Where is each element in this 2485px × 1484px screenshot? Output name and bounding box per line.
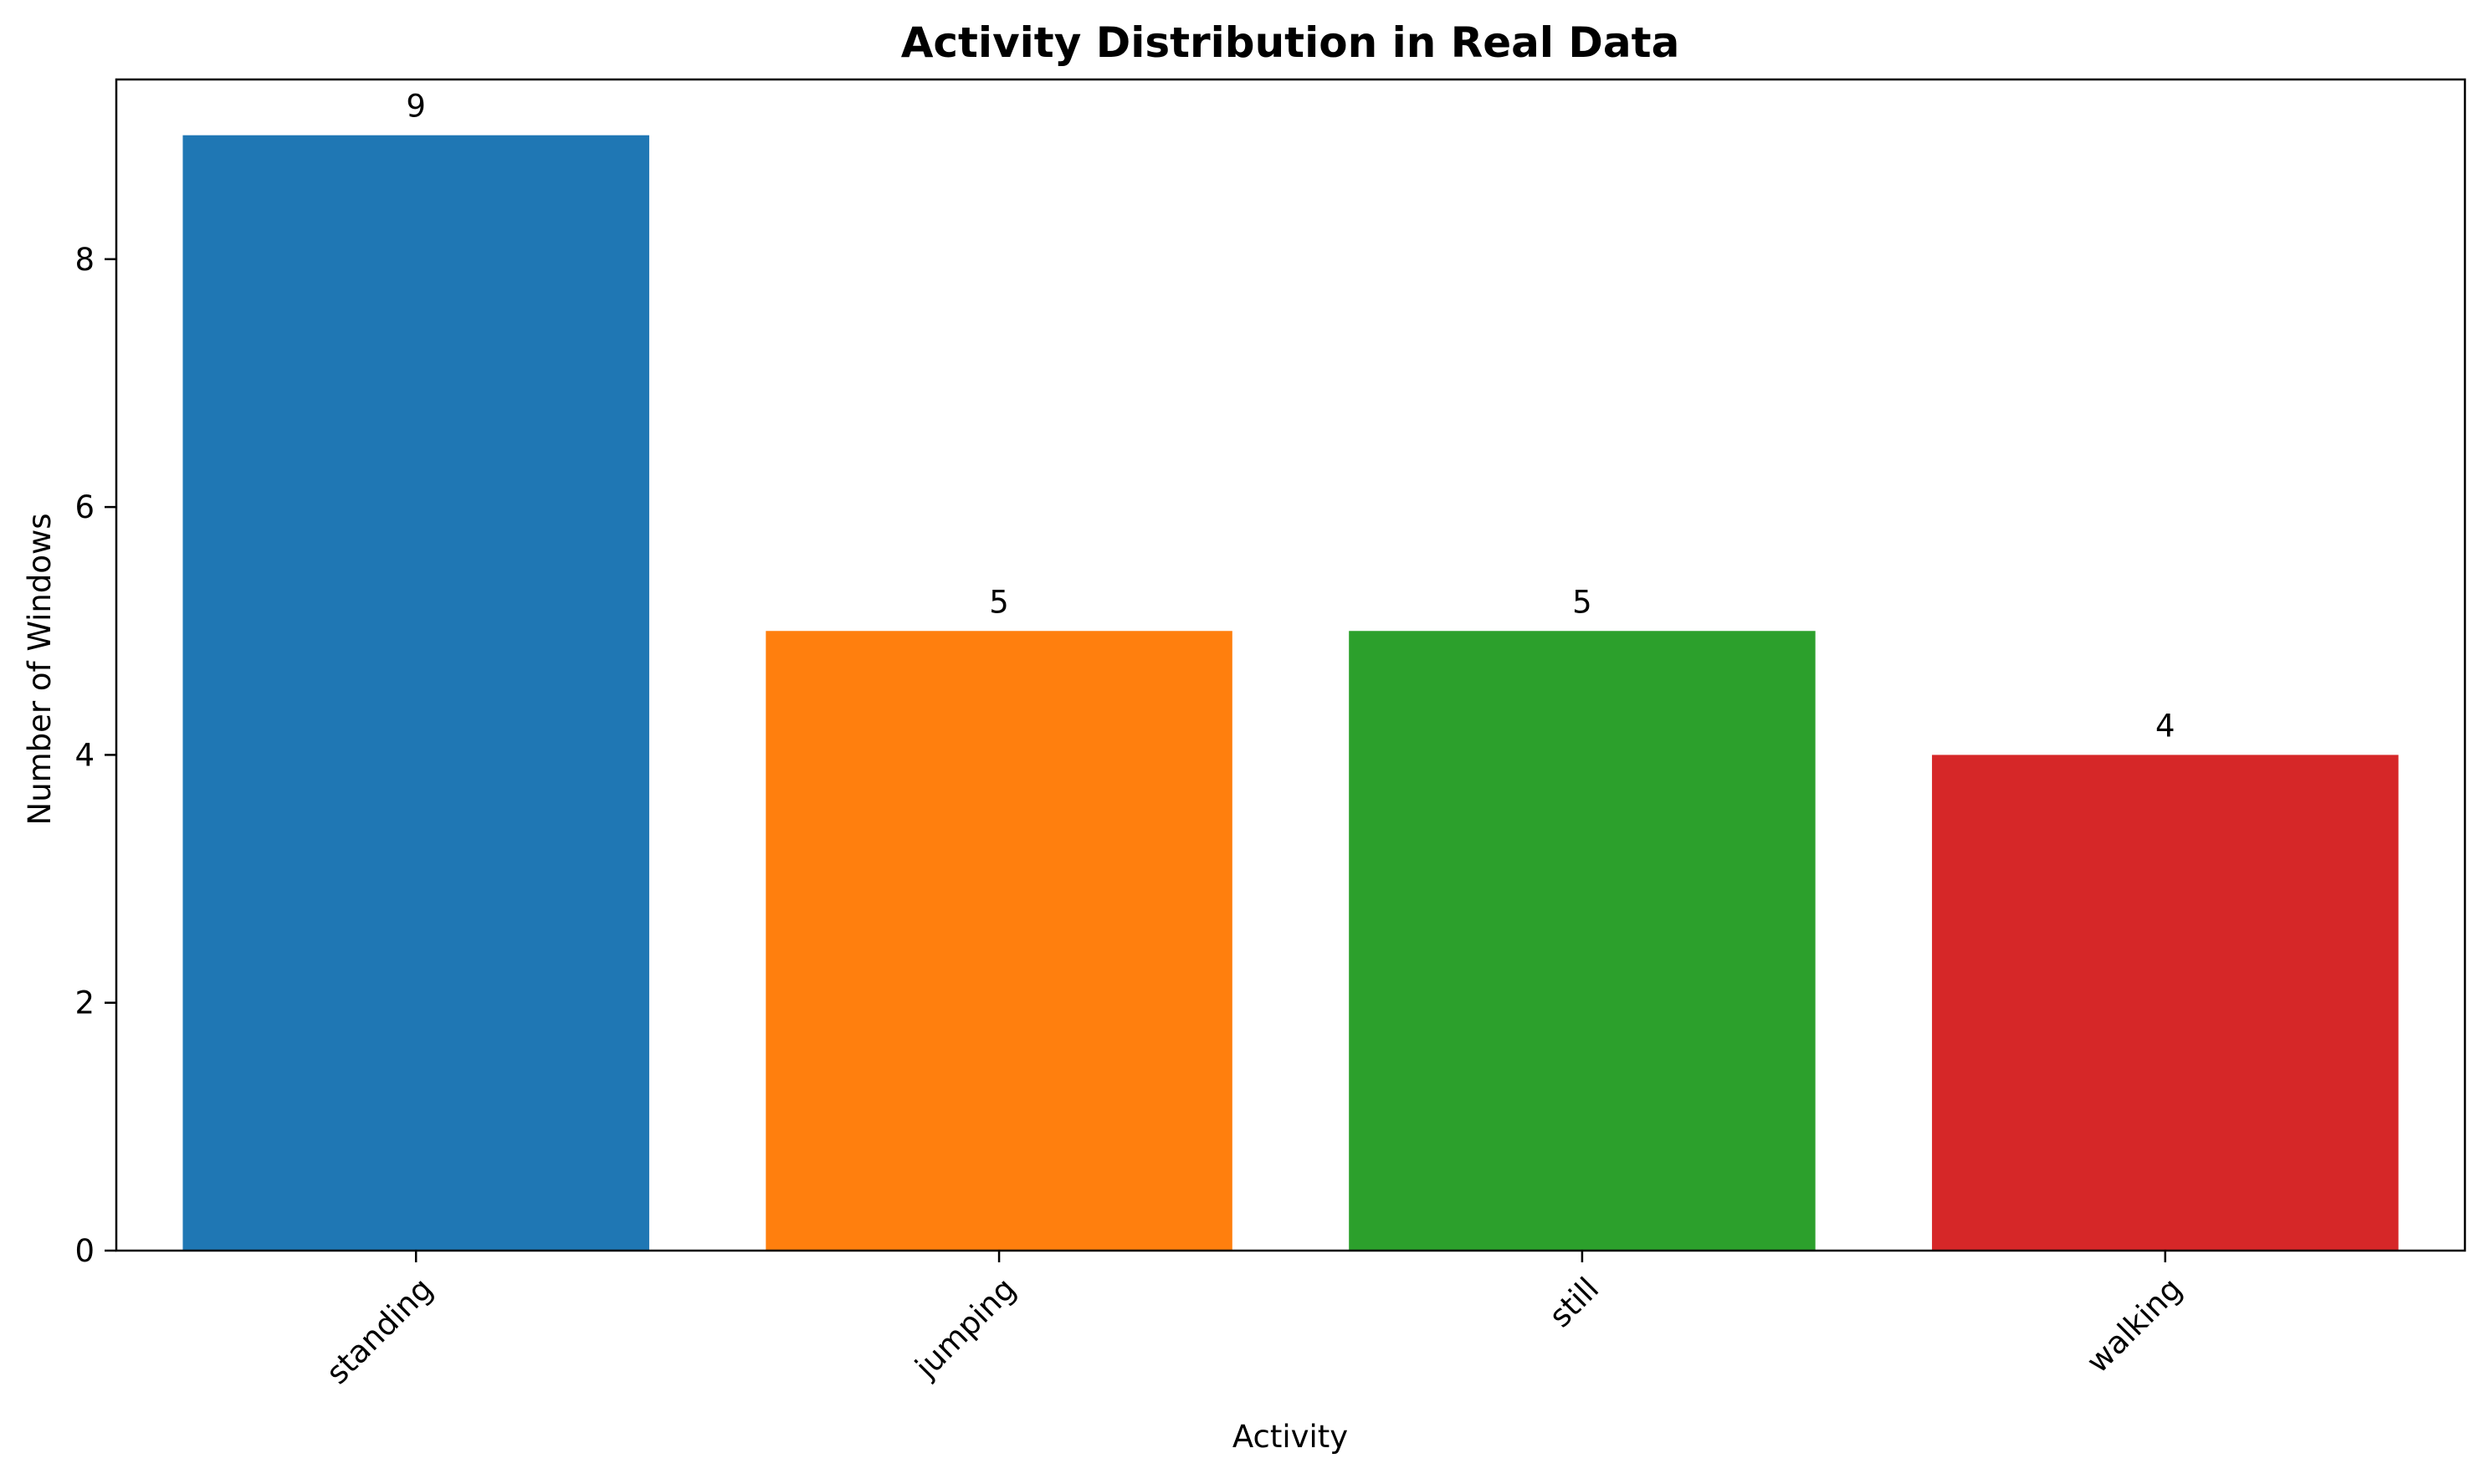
y-tick-label: 8 <box>74 242 95 278</box>
y-tick-label: 2 <box>74 985 95 1021</box>
y-tick-label: 4 <box>74 737 95 773</box>
bar-value-label-still: 5 <box>1572 584 1592 620</box>
plot-area-frame <box>115 78 2467 1252</box>
bar-value-label-jumping: 5 <box>989 584 1009 620</box>
chart-title: Activity Distribution in Real Data <box>901 18 1680 67</box>
bars-group <box>182 135 2399 1251</box>
bar-labels-group: 9 5 5 4 <box>406 89 2175 745</box>
y-tick-label: 6 <box>74 489 95 525</box>
bar-value-label-walking: 4 <box>2155 708 2175 744</box>
y-tick-label: 0 <box>74 1233 95 1269</box>
bar-walking <box>1932 755 2399 1251</box>
y-axis-ticks: 0 2 4 6 8 <box>74 242 116 1269</box>
y-axis-label: Number of Windows <box>22 514 58 826</box>
bar-jumping <box>766 631 1232 1251</box>
bar-standing <box>182 135 649 1251</box>
bar-value-label-standing: 9 <box>406 89 426 125</box>
bar-still <box>1349 631 1816 1251</box>
x-axis-label: Activity <box>1232 1419 1348 1455</box>
